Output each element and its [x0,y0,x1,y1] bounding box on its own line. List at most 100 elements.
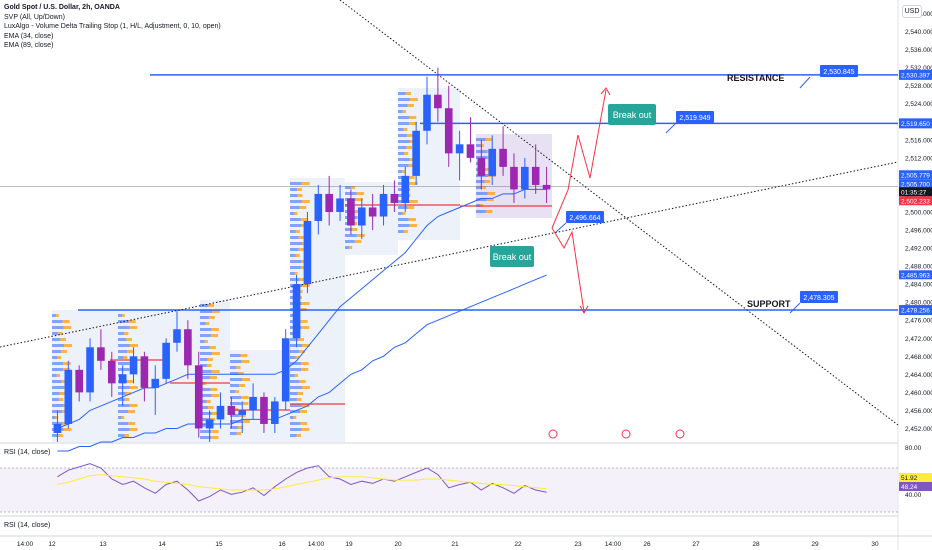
profile-bar-down [241,396,249,399]
profile-bar-up [118,404,130,407]
time-tick-label: 19 [345,541,353,548]
profile-bar-down [62,368,71,371]
axis-level-badge [899,118,932,129]
axis-level-label: 2,530.397 [901,72,930,79]
profile-bar-down [300,410,307,413]
projection-down-arrow [551,227,585,313]
time-tick-label: 27 [692,541,700,548]
profile-bar-down [56,314,59,317]
profile-bar-up [52,416,56,419]
profile-bar-down [298,248,305,251]
axis-badge [899,179,932,189]
price-tick-label: 2,536.000 [905,47,932,54]
axis-level-label: 2,519.650 [901,121,930,128]
time-tick-label: 14:00 [308,541,325,548]
profile-bar-down [356,192,365,195]
profile-bar-up [118,350,127,353]
price-tick-label: 2,464.000 [905,372,932,379]
indicator-luxalgo[interactable]: LuxAlgo - Volume Delta Trailing Stop (1,… [4,23,221,30]
profile-bar-down [235,390,239,393]
profile-bar-up [290,392,298,395]
profile-bar-down [409,182,418,185]
breakout-up-callout [608,104,656,125]
profile-bar-up [52,404,64,407]
time-tick-label: 26 [643,541,651,548]
profile-bar-up [118,398,125,401]
price-tick-label: 2,468.000 [905,354,932,361]
profile-bar-down [211,352,220,355]
candle-body [466,144,475,158]
profile-bar-down [295,356,300,359]
profile-bar-down [402,212,406,215]
profile-bar-down [351,186,356,189]
profile-bar-down [63,344,72,347]
time-tick-label: 30 [871,541,879,548]
indicator-svp[interactable]: SVP (All, Up/Down) [4,13,65,21]
currency-button[interactable]: USD [902,5,922,18]
profile-bar-up [118,362,130,365]
profile-bar-down [56,374,61,377]
profile-bar-down [208,316,215,319]
axis-badge-label: 2,485.963 [901,272,930,279]
profile-bar-down [238,372,244,375]
symbol-title[interactable]: Gold Spot / U.S. Dollar, 2h, OANDA [4,4,120,11]
profile-bar-up [118,368,129,371]
profile-bar-up [398,140,410,143]
axis-badge-label: 2,505.779 [901,172,930,179]
profile-bar-up [230,384,240,387]
arrow-head-down [579,305,589,315]
descending-trendline [339,0,899,426]
profile-bar-up [200,412,212,415]
profile-bar-down [128,320,136,323]
profile-bar-up [52,356,58,359]
profile-bar-up [230,390,236,393]
profile-bar-up [290,254,296,257]
profile-bar-up [290,422,301,425]
profile-bar-down [206,364,212,367]
price-tick-label: 2,540.000 [905,29,932,36]
profile-bar-down [487,192,496,195]
profile-bar-down [59,392,66,395]
profile-bar-up [290,218,301,221]
time-tick-label: 16 [278,541,286,548]
profile-bar-down [58,434,63,437]
profile-bar-up [230,378,242,381]
candle-body [542,184,551,190]
profile-bar-up [118,314,123,317]
profile-bar-down [241,402,249,405]
profile-bar-down [484,180,491,183]
profile-bar-up [200,334,211,337]
profile-bar-down [406,134,413,137]
profile-bar-up [290,194,298,197]
indicator-ema34[interactable]: EMA (34, close) [4,32,54,40]
profile-bar-down [406,146,413,149]
profile-bar-up [118,392,126,395]
profile-bar-down [129,326,138,329]
rsi-legend[interactable]: RSI (14, close) [4,449,51,456]
profile-bar-up [52,374,57,377]
profile-bar-down [129,344,138,347]
label-resistance-bg [820,65,858,77]
rsi-legend-2[interactable]: RSI (14, close) [4,522,51,529]
price-tick-label: 2,484.000 [905,282,932,289]
indicator-ema89[interactable]: EMA (89, close) [4,42,54,49]
candle-body [184,329,192,366]
profile-bar-down [297,188,303,191]
profile-bar-up [290,428,302,431]
profile-bar-up [118,410,129,413]
profile-bar-down [484,168,491,171]
axis-badge-label: 01:35:27 [901,189,927,196]
profile-bar-up [200,370,212,373]
profile-bar-up [290,230,296,233]
profile-bar-down [295,254,300,257]
profile-bar-up [290,212,295,215]
label-mid: 2,496.664 [569,215,600,222]
candle-body [368,207,377,217]
profile-bar-down [211,310,220,313]
profile-bar-down [301,302,310,305]
profile-bar-up [290,416,294,419]
candle-body [510,166,518,190]
profile-bar-up [200,328,212,331]
profile-bar-up [230,372,239,375]
